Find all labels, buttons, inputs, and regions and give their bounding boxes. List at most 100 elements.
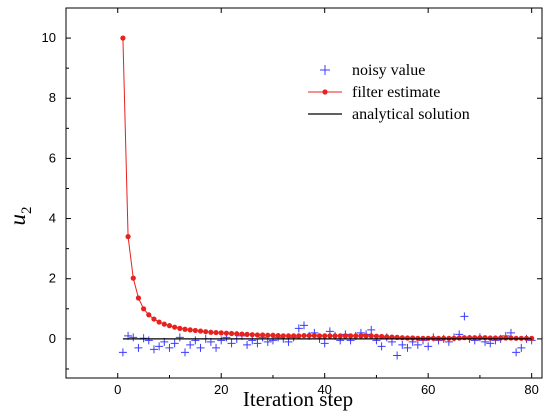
filter-estimate-point bbox=[254, 332, 261, 338]
filter-estimate-point bbox=[151, 316, 157, 322]
noisy-value-point bbox=[486, 339, 495, 348]
noisy-value-point bbox=[367, 325, 376, 334]
legend-item: analytical solution bbox=[308, 106, 470, 123]
filter-estimate-point bbox=[130, 275, 136, 281]
filter-estimate-point bbox=[275, 332, 281, 339]
noisy-value-point bbox=[403, 343, 412, 352]
filter-estimate-point bbox=[451, 335, 457, 341]
filter-estimate-point bbox=[472, 335, 478, 341]
filter-estimate-point bbox=[430, 335, 436, 341]
noisy-value-point bbox=[155, 342, 164, 351]
filter-estimate-point bbox=[244, 331, 250, 337]
filter-estimate-point bbox=[270, 332, 276, 338]
noisy-value-point bbox=[170, 339, 179, 348]
noisy-value-point bbox=[398, 340, 407, 349]
noisy-value-point bbox=[377, 342, 386, 351]
plot-area bbox=[118, 35, 536, 360]
filter-estimate-point bbox=[461, 335, 467, 341]
x-tick-label: 60 bbox=[421, 382, 435, 397]
filter-estimate-point bbox=[477, 335, 483, 341]
noisy-value-point bbox=[139, 334, 148, 343]
y-axis-label: u2 bbox=[5, 207, 35, 226]
noisy-value-point bbox=[393, 351, 402, 360]
noisy-value-point bbox=[186, 340, 195, 349]
noisy-value-point bbox=[134, 343, 143, 352]
filter-estimate-point bbox=[161, 321, 167, 327]
y-tick-label: 6 bbox=[49, 150, 56, 165]
noisy-value-point bbox=[460, 312, 469, 321]
filter-estimate-point bbox=[249, 332, 255, 338]
x-tick-label: 40 bbox=[317, 382, 331, 397]
filter-estimate-point bbox=[399, 335, 405, 341]
filter-estimate-point bbox=[177, 325, 183, 331]
legend-item: filter estimate bbox=[308, 84, 440, 101]
filter-estimate-point bbox=[446, 335, 452, 341]
y-tick-label: 8 bbox=[49, 90, 56, 105]
legend-swatch-plus bbox=[320, 65, 330, 75]
legend-label: analytical solution bbox=[352, 106, 470, 123]
filter-estimate-point bbox=[213, 329, 219, 336]
filter-estimate-point bbox=[529, 335, 535, 341]
noisy-value-point bbox=[144, 336, 153, 345]
filter-estimate-point bbox=[347, 333, 354, 339]
legend-swatch-dot bbox=[322, 89, 328, 95]
noisy-value-point bbox=[149, 345, 158, 354]
noisy-value-point bbox=[191, 336, 200, 345]
y-tick-label: 10 bbox=[42, 30, 56, 45]
x-axis-label: Iteration step bbox=[243, 387, 353, 411]
filter-estimate-point bbox=[518, 335, 524, 341]
filter-estimate-point bbox=[197, 328, 204, 334]
filter-estimate-point bbox=[187, 327, 193, 333]
filter-estimate-point bbox=[146, 312, 152, 318]
filter-estimate-point bbox=[239, 331, 245, 337]
filter-estimate-point bbox=[404, 335, 411, 341]
noisy-value-point bbox=[424, 342, 433, 351]
filter-estimate-point bbox=[203, 329, 209, 335]
filter-estimate-point bbox=[498, 335, 504, 341]
filter-estimate-point bbox=[441, 335, 447, 341]
filter-estimate-point bbox=[182, 326, 188, 332]
noisy-value-point bbox=[227, 339, 236, 348]
x-tick-label: 20 bbox=[214, 382, 228, 397]
noisy-value-point bbox=[243, 340, 252, 349]
filter-estimate-point bbox=[141, 306, 147, 312]
noisy-value-point bbox=[175, 333, 184, 342]
filter-estimate-point bbox=[192, 327, 198, 334]
filter-estimate-point bbox=[285, 333, 292, 339]
filter-estimate-point bbox=[311, 332, 317, 339]
legend: noisy value filter estimate analytical sol… bbox=[308, 62, 470, 123]
filter-estimate-point bbox=[353, 333, 359, 339]
filter-estimate-point bbox=[368, 333, 374, 339]
y-tick-label: 4 bbox=[49, 211, 56, 226]
noisy-value-point bbox=[181, 348, 189, 357]
filter-estimate-point bbox=[223, 330, 229, 336]
filter-estimate-point bbox=[166, 323, 173, 329]
filter-estimate-point bbox=[327, 333, 333, 339]
noisy-value-point bbox=[413, 340, 422, 349]
axes: 0 20 40 60 80 0 2 4 6 8 10 bbox=[42, 7, 543, 397]
filter-estimate-point bbox=[379, 333, 385, 340]
noisy-value-point bbox=[212, 343, 221, 352]
filter-estimate-point bbox=[420, 335, 426, 341]
noisy-value-point bbox=[196, 343, 205, 352]
filter-estimate-point bbox=[482, 335, 488, 341]
series-filter-estimate bbox=[120, 35, 535, 341]
filter-estimate-point bbox=[332, 333, 338, 339]
filter-estimate-point bbox=[456, 335, 462, 341]
noisy-value-point bbox=[294, 324, 303, 333]
legend-label: filter estimate bbox=[352, 84, 440, 101]
filter-estimate-point bbox=[337, 333, 343, 339]
filter-estimate-point bbox=[466, 335, 473, 341]
filter-estimate-point bbox=[218, 330, 224, 336]
noisy-value-point bbox=[165, 343, 174, 352]
noisy-value-point bbox=[512, 348, 521, 357]
noisy-value-point bbox=[517, 343, 526, 352]
x-tick-label: 80 bbox=[524, 382, 538, 397]
filter-estimate-point bbox=[492, 335, 499, 341]
filter-estimate-point bbox=[234, 331, 240, 337]
y-tick-label: 2 bbox=[49, 271, 56, 286]
filter-estimate-point bbox=[523, 335, 530, 341]
filter-estimate-point bbox=[425, 335, 431, 341]
plot-frame bbox=[65, 7, 543, 379]
filter-estimate-point bbox=[410, 335, 416, 341]
